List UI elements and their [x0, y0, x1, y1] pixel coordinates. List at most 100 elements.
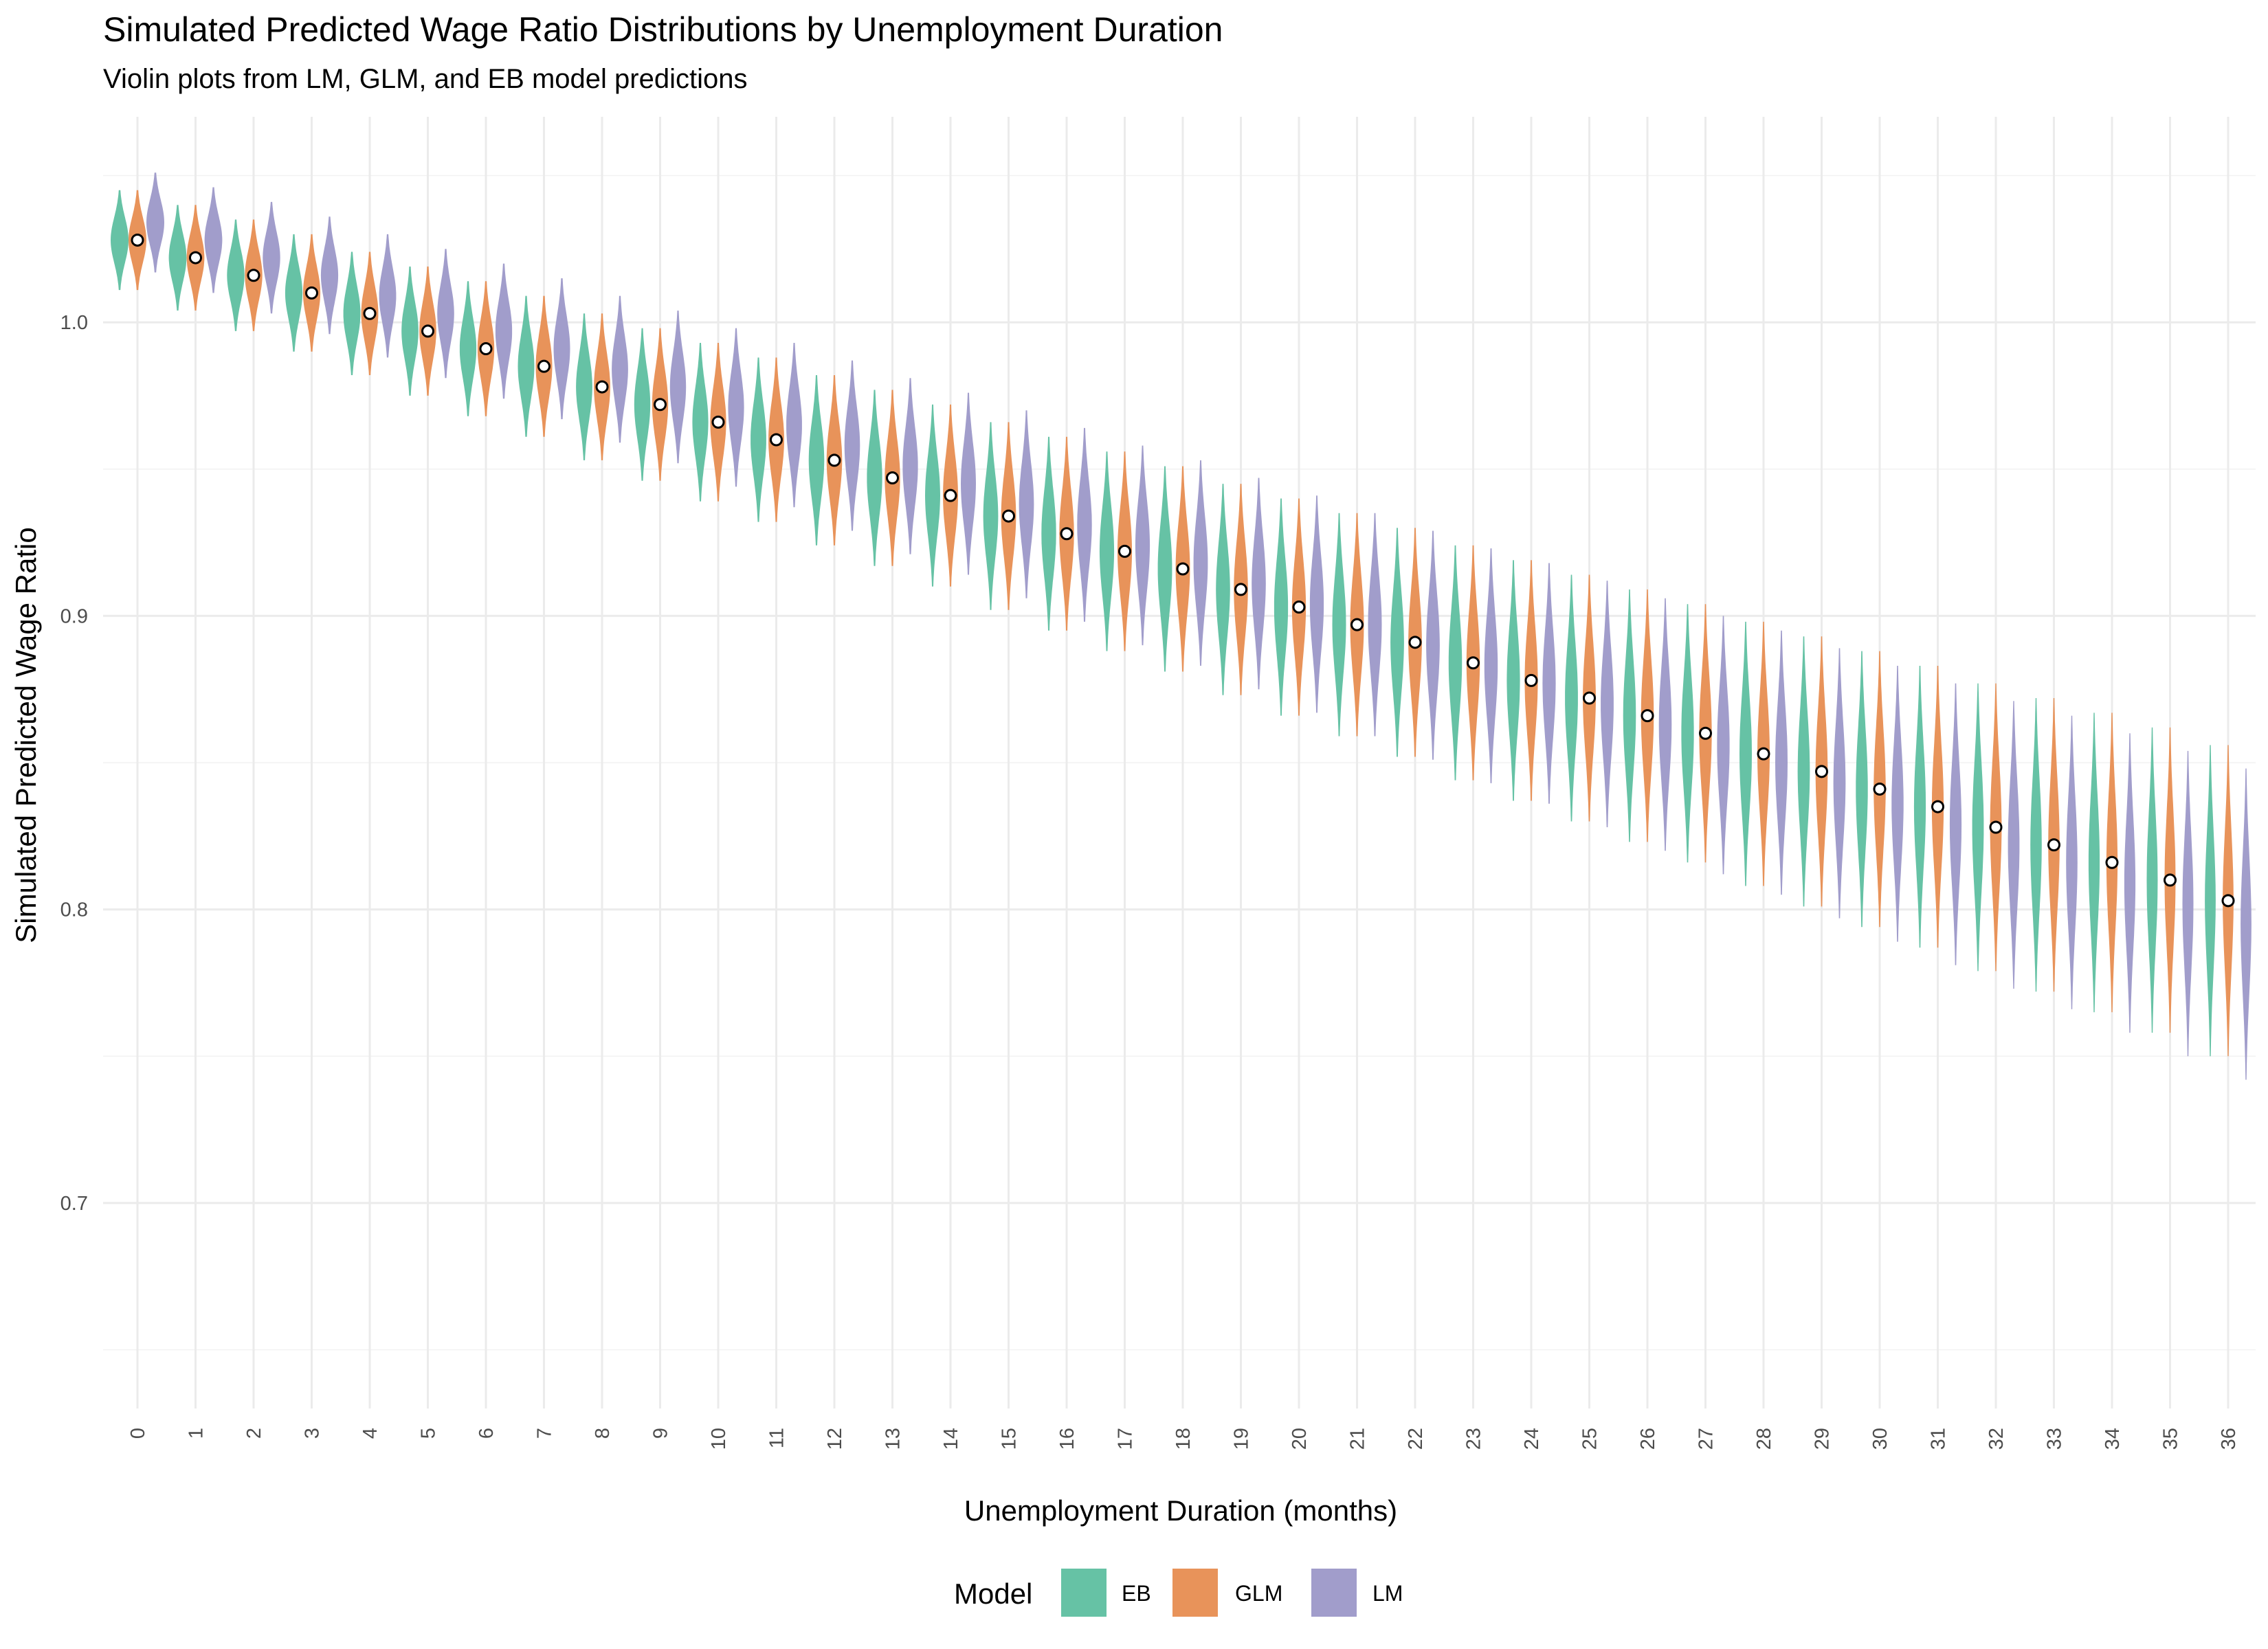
x-tick-label: 33: [2044, 1428, 2066, 1450]
violin-eb: [285, 234, 303, 352]
violin-lm: [320, 216, 339, 335]
violin-lm: [844, 360, 860, 531]
x-tick-label: 10: [708, 1428, 730, 1450]
violin-eb: [1972, 683, 1984, 972]
x-tick-label: 20: [1289, 1428, 1311, 1450]
chart-subtitle: Violin plots from LM, GLM, and EB model …: [103, 64, 747, 94]
violin-eb: [1565, 574, 1578, 822]
violin-eb: [1623, 589, 1636, 842]
mean-point: [944, 489, 957, 502]
mean-point: [1002, 509, 1015, 523]
violin-eb: [518, 295, 535, 437]
y-tick-label: 0.8: [60, 899, 88, 921]
violin-eb: [1274, 498, 1289, 716]
mean-point: [131, 233, 144, 247]
mean-point: [595, 380, 609, 394]
violin-lm: [2241, 768, 2252, 1080]
violin-eb: [808, 375, 825, 546]
violin-lm: [263, 201, 280, 314]
mean-point: [886, 471, 899, 485]
violin-lm: [961, 392, 976, 575]
x-tick-label: 0: [127, 1428, 149, 1439]
violin-eb: [459, 281, 477, 416]
legend-key-glm: [1172, 1569, 1218, 1617]
mean-point: [1467, 656, 1480, 670]
legend-items: EB GLM LM: [1061, 1569, 1403, 1617]
x-tick-label: 17: [1115, 1428, 1137, 1450]
violin-lm: [495, 263, 513, 399]
mean-point: [1292, 601, 1306, 614]
violin-lm: [2008, 701, 2020, 989]
x-tick-label: 15: [999, 1428, 1021, 1450]
x-axis-title: Unemployment Duration (months): [964, 1494, 1397, 1527]
violin-eb: [1099, 451, 1115, 651]
violin-eb: [168, 205, 187, 311]
mean-point: [1583, 691, 1596, 705]
chart-title: Simulated Predicted Wage Ratio Distribut…: [103, 10, 1223, 49]
legend-label-eb: EB: [1122, 1581, 1151, 1606]
x-axis-ticks: 0 1 2 3 4 5 6 7 8 9 10 11 12 13 14 15 16 17 18 19 20 21 22 23 24…: [127, 1428, 2240, 1450]
violin-lm: [1833, 648, 1846, 919]
x-tick-label: 19: [1231, 1428, 1253, 1450]
violin-lm: [1193, 460, 1208, 666]
violin-eb: [111, 190, 129, 291]
violin-lm: [204, 187, 223, 293]
violin-eb: [634, 328, 651, 481]
mean-point: [189, 251, 202, 265]
x-tick-label: 18: [1172, 1428, 1194, 1450]
violin-eb: [401, 266, 419, 396]
violin-eb: [2030, 698, 2042, 992]
y-tick-label: 1.0: [60, 312, 88, 334]
mean-point: [363, 306, 377, 320]
mean-point: [2164, 873, 2177, 887]
violin-eb: [1390, 528, 1404, 757]
violin-lm: [553, 278, 570, 420]
x-tick-label: 7: [534, 1428, 556, 1439]
y-axis-ticks: 0.7 0.8 0.9 1.0: [60, 312, 88, 1215]
x-tick-label: 3: [302, 1428, 324, 1439]
x-tick-label: 9: [650, 1428, 672, 1439]
mean-point: [1699, 726, 1712, 740]
violin-lm: [1135, 445, 1150, 646]
mean-point: [2105, 855, 2119, 869]
violin-eb: [1448, 545, 1463, 781]
x-tick-label: 13: [882, 1428, 904, 1450]
mean-point: [305, 286, 318, 300]
violin-eb: [343, 251, 361, 375]
x-tick-label: 36: [2218, 1428, 2240, 1450]
mean-point: [479, 342, 493, 356]
violin-eb: [1332, 513, 1346, 737]
x-tick-label: 28: [1753, 1428, 1775, 1450]
violin-eb: [983, 422, 999, 610]
x-tick-label: 34: [2102, 1428, 2124, 1450]
x-tick-label: 12: [824, 1428, 846, 1450]
violin-eb: [1856, 651, 1868, 928]
x-tick-label: 1: [186, 1428, 208, 1439]
x-tick-label: 26: [1637, 1428, 1659, 1450]
mean-points: [131, 233, 2235, 908]
violin-lm: [1368, 513, 1382, 737]
mean-point: [421, 324, 434, 338]
x-tick-label: 2: [243, 1428, 265, 1439]
mean-point: [1873, 782, 1887, 796]
mean-point: [1234, 583, 1247, 596]
violin-lm: [1717, 616, 1730, 875]
violin-lm: [1658, 598, 1672, 851]
mean-point: [1408, 636, 1422, 649]
x-tick-label: 25: [1579, 1428, 1601, 1450]
x-tick-label: 31: [1928, 1428, 1950, 1450]
mean-point: [537, 359, 551, 373]
violin-lm: [1775, 630, 1788, 895]
x-tick-label: 23: [1463, 1428, 1485, 1450]
violin-lm: [1252, 478, 1266, 690]
mean-point: [1524, 673, 1538, 687]
violin-lm: [1077, 427, 1092, 622]
mean-point: [2047, 838, 2060, 852]
mean-point: [1815, 765, 1828, 778]
violin-lm: [2124, 733, 2136, 1033]
violin-eb: [1913, 666, 1926, 948]
x-tick-label: 5: [418, 1428, 440, 1439]
violin-lm: [1484, 548, 1498, 783]
violin-lm: [1019, 410, 1034, 598]
